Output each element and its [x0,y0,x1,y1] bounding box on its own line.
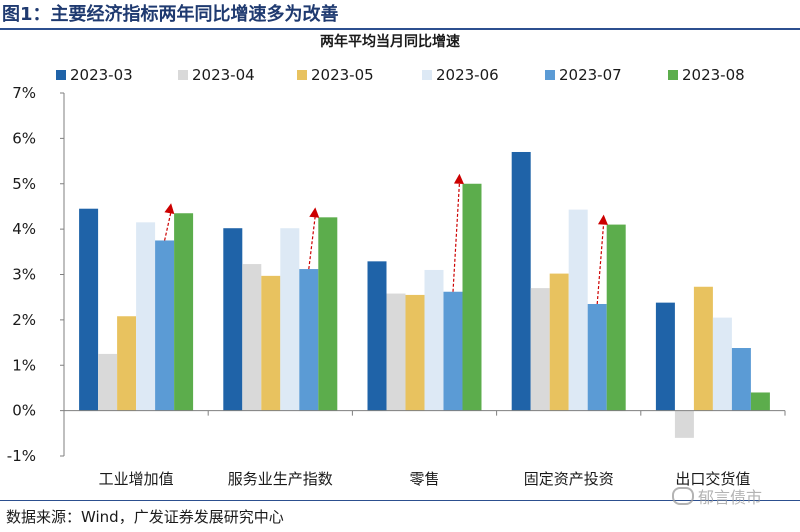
bar-2023-05-4 [693,286,713,411]
y-axis: -1% 0% 1% 2% 3% 4% 5% 6% 7% [7,84,65,465]
y-tick-label: 4% [12,220,36,238]
bar-2023-08-1 [318,217,338,411]
bar-2023-07-2 [443,291,463,411]
bar-chart: 两年平均当月同比增速 2023-03 2023-04 2023-05 2023-06 2… [7,33,786,488]
bar-2023-07-0 [155,240,175,411]
legend-swatch-2023-03 [56,70,66,80]
bar-2023-05-3 [549,273,569,411]
bar-2023-08-2 [462,183,482,411]
legend-label-2023-07: 2023-07 [559,66,622,84]
y-tick-label: -1% [7,447,36,465]
bars [79,151,770,438]
legend-label-2023-05: 2023-05 [311,66,374,84]
y-tick-label: 2% [12,311,36,329]
bar-2023-08-3 [606,224,626,411]
bar-2023-05-2 [405,294,425,411]
bar-2023-03-3 [511,151,531,411]
bar-2023-08-0 [174,213,194,411]
chart-legend: 2023-03 2023-04 2023-05 2023-06 2023-07 2023-… [56,66,745,84]
x-category-label: 工业增加值 [99,470,174,488]
bar-2023-03-1 [223,228,243,411]
trend-arrow-head [164,203,175,214]
watermark: 郁言债市 [672,484,762,508]
bar-2023-07-1 [299,269,319,411]
legend-label-2023-06: 2023-06 [436,66,499,84]
bar-2023-04-3 [530,288,550,411]
watermark-text: 郁言债市 [698,488,763,507]
x-category-label: 服务业生产指数 [228,470,333,488]
legend-swatch-2023-05 [297,70,307,80]
trend-arrow-head [453,173,464,185]
bar-2023-07-3 [587,303,607,411]
y-tick-label: 5% [12,175,36,193]
bar-2023-06-4 [712,317,732,411]
y-tick-label: 3% [12,266,36,284]
trend-arrow-line [164,211,172,241]
title-divider [0,28,800,30]
bar-2023-03-4 [655,302,675,411]
trend-arrow-line [308,215,316,270]
y-tick-label: 6% [12,129,36,147]
trend-arrow-line [452,181,461,292]
bar-2023-04-4 [674,410,694,438]
bar-2023-08-4 [750,392,770,411]
trend-arrow-line [596,222,605,305]
legend-label-2023-03: 2023-03 [70,66,133,84]
legend-swatch-2023-06 [422,70,432,80]
bar-2023-04-1 [242,264,262,411]
bar-2023-04-0 [98,353,118,411]
legend-swatch-2023-04 [178,70,188,80]
bar-2023-04-2 [386,293,406,411]
bar-2023-06-1 [280,228,300,411]
legend-swatch-2023-07 [545,70,555,80]
x-axis: 工业增加值 服务业生产指数 零售 固定资产投资 出口交货值 [64,410,786,488]
footer-divider [0,500,800,501]
x-category-label: 出口交货值 [675,470,750,488]
y-tick-label: 0% [12,402,36,420]
x-category-label: 固定资产投资 [524,470,614,488]
bar-2023-06-0 [136,222,156,411]
trend-arrow-head [597,214,608,225]
chart-title: 两年平均当月同比增速 [320,33,460,50]
bar-2023-05-0 [117,316,137,411]
legend-label-2023-04: 2023-04 [192,66,255,84]
y-tick-label: 7% [12,84,36,102]
bar-2023-07-4 [731,348,751,411]
bar-2023-06-2 [424,269,444,411]
y-tick-label: 1% [12,356,36,374]
figure-title: 图1：主要经济指标两年同比增速多为改善 [2,4,339,25]
bar-2023-05-1 [261,275,281,411]
trend-arrow-head [309,207,320,218]
bar-2023-06-3 [568,209,588,411]
x-category-label: 零售 [409,470,439,488]
legend-swatch-2023-08 [668,70,678,80]
bar-2023-03-2 [367,261,387,411]
bar-2023-03-0 [79,208,99,411]
source-note: 数据来源：Wind，广发证券发展研究中心 [6,508,284,526]
trend-arrows [164,173,608,305]
wechat-icon [672,487,694,505]
legend-label-2023-08: 2023-08 [682,66,745,84]
